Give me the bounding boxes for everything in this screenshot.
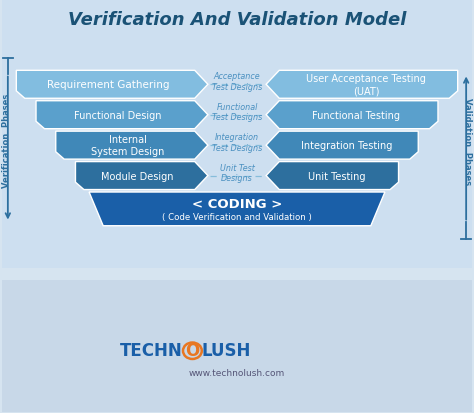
Text: User Acceptance Testing
(UAT): User Acceptance Testing (UAT) [306, 74, 426, 96]
Text: Functional Testing: Functional Testing [312, 110, 400, 121]
Text: O: O [185, 341, 200, 359]
Text: Verification And Validation Model: Verification And Validation Model [68, 11, 406, 29]
Text: Integration
Test Designs: Integration Test Designs [212, 133, 262, 152]
Text: Module Design: Module Design [101, 171, 173, 181]
Polygon shape [266, 102, 438, 129]
Text: TECHN: TECHN [120, 341, 183, 359]
Polygon shape [36, 102, 208, 129]
Text: Validation  Phases: Validation Phases [463, 97, 472, 184]
Text: Integration Testing: Integration Testing [301, 141, 392, 151]
Polygon shape [266, 132, 418, 160]
Text: Functional Design: Functional Design [74, 110, 162, 121]
Text: Unit Testing: Unit Testing [308, 171, 365, 181]
Polygon shape [16, 71, 208, 99]
Text: www.technolush.com: www.technolush.com [189, 368, 285, 377]
Polygon shape [56, 132, 208, 160]
Text: Functional
Test Designs: Functional Test Designs [212, 102, 262, 122]
Polygon shape [266, 162, 399, 190]
Text: Unit Test
Designs: Unit Test Designs [219, 163, 255, 183]
Polygon shape [2, 1, 472, 268]
Polygon shape [266, 71, 458, 99]
Text: LUSH: LUSH [202, 341, 251, 359]
Polygon shape [2, 280, 472, 412]
Text: Internal
System Design: Internal System Design [91, 135, 164, 157]
Polygon shape [75, 162, 208, 190]
Text: Acceptance
Test Designs: Acceptance Test Designs [212, 72, 262, 91]
Text: Requirement Gathering: Requirement Gathering [46, 80, 169, 90]
Polygon shape [89, 192, 385, 226]
Text: < CODING >: < CODING > [192, 198, 282, 211]
Text: Verification  Phases: Verification Phases [2, 94, 11, 188]
Text: ( Code Verification and Validation ): ( Code Verification and Validation ) [162, 212, 312, 221]
